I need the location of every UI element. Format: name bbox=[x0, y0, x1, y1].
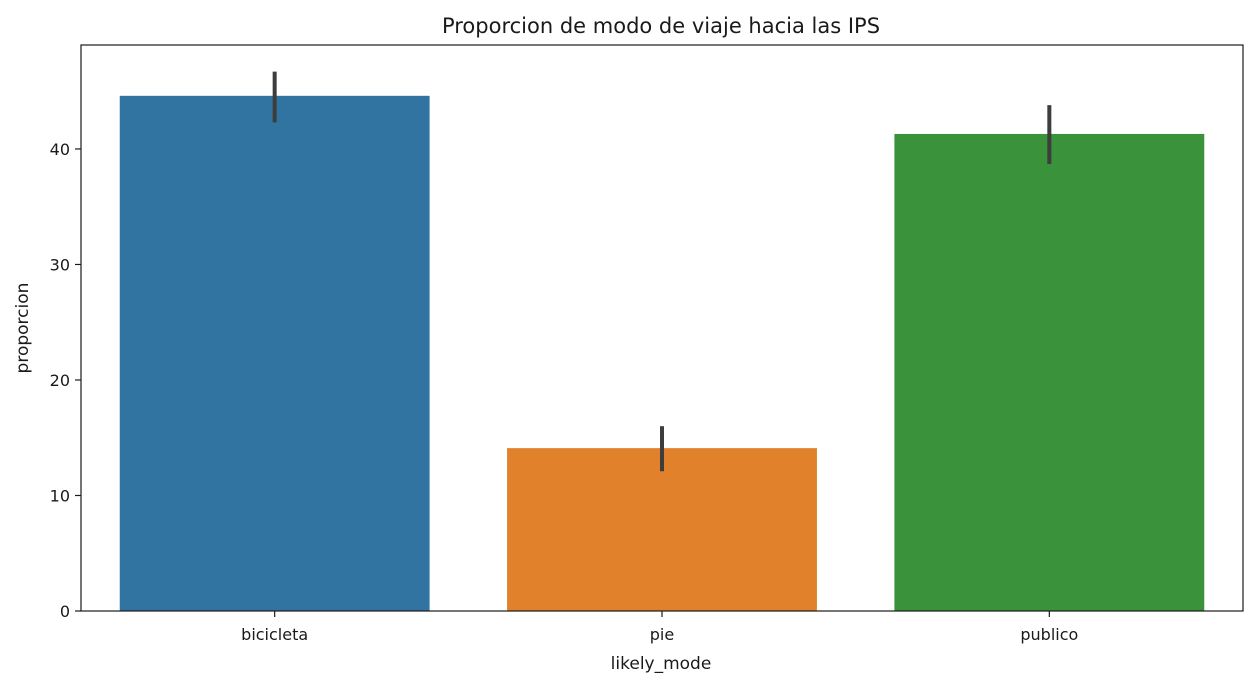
y-axis-label: proporcion bbox=[13, 283, 33, 374]
y-tick-label-0: 0 bbox=[60, 602, 70, 621]
plot-area bbox=[119, 71, 1205, 612]
y-tick-label-40: 40 bbox=[50, 140, 70, 159]
y-tick-label-30: 30 bbox=[50, 255, 70, 274]
x-tick-label-bicicleta: bicicleta bbox=[241, 625, 308, 644]
bar-pie bbox=[507, 448, 817, 611]
x-tick-label-pie: pie bbox=[650, 625, 674, 644]
bar-bicicleta bbox=[119, 95, 430, 612]
x-axis-label: likely_mode bbox=[611, 654, 712, 674]
y-tick-label-20: 20 bbox=[50, 371, 70, 390]
chart-title: Proporcion de modo de viaje hacia las IP… bbox=[442, 14, 880, 38]
bar-publico bbox=[894, 133, 1205, 611]
y-tick-label-10: 10 bbox=[50, 486, 70, 505]
x-tick-label-publico: publico bbox=[1020, 625, 1078, 644]
